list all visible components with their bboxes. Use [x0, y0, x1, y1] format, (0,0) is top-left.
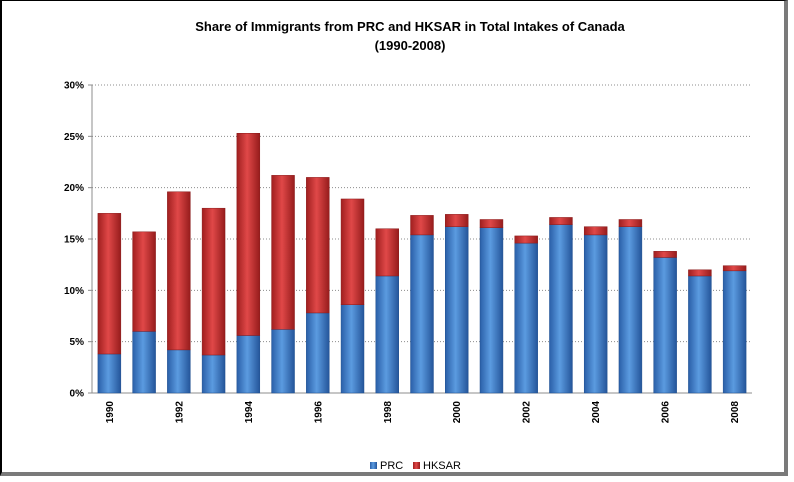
- bar-hksar-1995: [271, 175, 295, 330]
- y-tick-label: 5%: [70, 337, 85, 348]
- bar-hksar-1994: [236, 133, 261, 336]
- tick-labels: 0% 5% 10% 15% 20% 25% 30% 1990 1992 1994 1996 1998 2…: [64, 81, 741, 424]
- chart-subtitle: (1990-2008): [375, 38, 446, 53]
- bar-prc-1998: [375, 275, 399, 394]
- bar-prc-2008: [722, 270, 747, 394]
- x-tick-label: 2006: [661, 401, 672, 424]
- bars: [97, 133, 747, 394]
- x-tick-label: 1990: [105, 401, 116, 424]
- legend-swatch-hksar: [413, 462, 420, 469]
- bar-hksar-1997: [340, 198, 365, 305]
- bar-prc-1993: [201, 354, 226, 394]
- chart-title: Share of Immigrants from PRC and HKSAR i…: [195, 19, 625, 34]
- legend-label-prc: PRC: [380, 460, 403, 472]
- x-tick-label: 2000: [452, 401, 463, 424]
- bar-hksar-1992: [167, 191, 191, 351]
- legend: PRC HKSAR: [370, 460, 461, 472]
- y-tick-label: 25%: [64, 132, 84, 143]
- bar-hksar-1990: [97, 213, 122, 355]
- bar-prc-2005: [618, 226, 643, 394]
- bar-prc-2002: [514, 242, 538, 394]
- bar-hksar-2001: [479, 219, 504, 228]
- bar-hksar-2002: [514, 235, 538, 244]
- bar-hksar-2003: [549, 217, 573, 225]
- x-tick-label: 2002: [522, 401, 533, 424]
- y-tick-label: 30%: [64, 81, 84, 92]
- legend-swatch-prc: [370, 462, 377, 469]
- bar-prc-1995: [271, 329, 295, 394]
- y-tick-label: 10%: [64, 286, 84, 297]
- y-tick-label: 15%: [64, 235, 84, 246]
- bar-hksar-2008: [722, 265, 747, 272]
- bar-hksar-2000: [445, 214, 469, 227]
- x-tick-label: 1998: [383, 401, 394, 424]
- bar-hksar-1999: [410, 215, 434, 236]
- bar-hksar-1991: [132, 231, 156, 332]
- bar-hksar-2004: [583, 226, 608, 236]
- bar-prc-2003: [549, 224, 573, 394]
- x-tick-label: 2008: [730, 401, 741, 424]
- y-tick-label: 0%: [70, 389, 85, 400]
- bar-hksar-1996: [306, 177, 330, 314]
- bar-prc-1992: [167, 349, 191, 394]
- x-tick-label: 1994: [244, 401, 255, 424]
- bar-prc-1996: [306, 312, 330, 394]
- bar-hksar-2005: [618, 219, 643, 227]
- y-tick-label: 20%: [64, 183, 84, 194]
- bar-prc-2006: [653, 257, 677, 394]
- bar-prc-2000: [445, 226, 469, 394]
- bar-hksar-2007: [688, 269, 712, 277]
- bar-hksar-1998: [375, 228, 399, 277]
- x-tick-label: 1992: [174, 401, 185, 424]
- bar-prc-1991: [132, 331, 156, 394]
- bar-prc-1999: [410, 234, 434, 394]
- bar-prc-1994: [236, 335, 261, 394]
- bar-prc-2007: [688, 275, 712, 394]
- bar-prc-2004: [583, 234, 608, 394]
- bar-prc-2001: [479, 227, 504, 394]
- legend-label-hksar: HKSAR: [423, 460, 461, 472]
- bar-hksar-1993: [201, 207, 226, 356]
- bar-prc-1990: [97, 353, 122, 394]
- x-tick-label: 1996: [313, 401, 324, 424]
- bar-prc-1997: [340, 304, 365, 394]
- bar-hksar-2006: [653, 251, 677, 258]
- x-tick-label: 2004: [591, 401, 602, 424]
